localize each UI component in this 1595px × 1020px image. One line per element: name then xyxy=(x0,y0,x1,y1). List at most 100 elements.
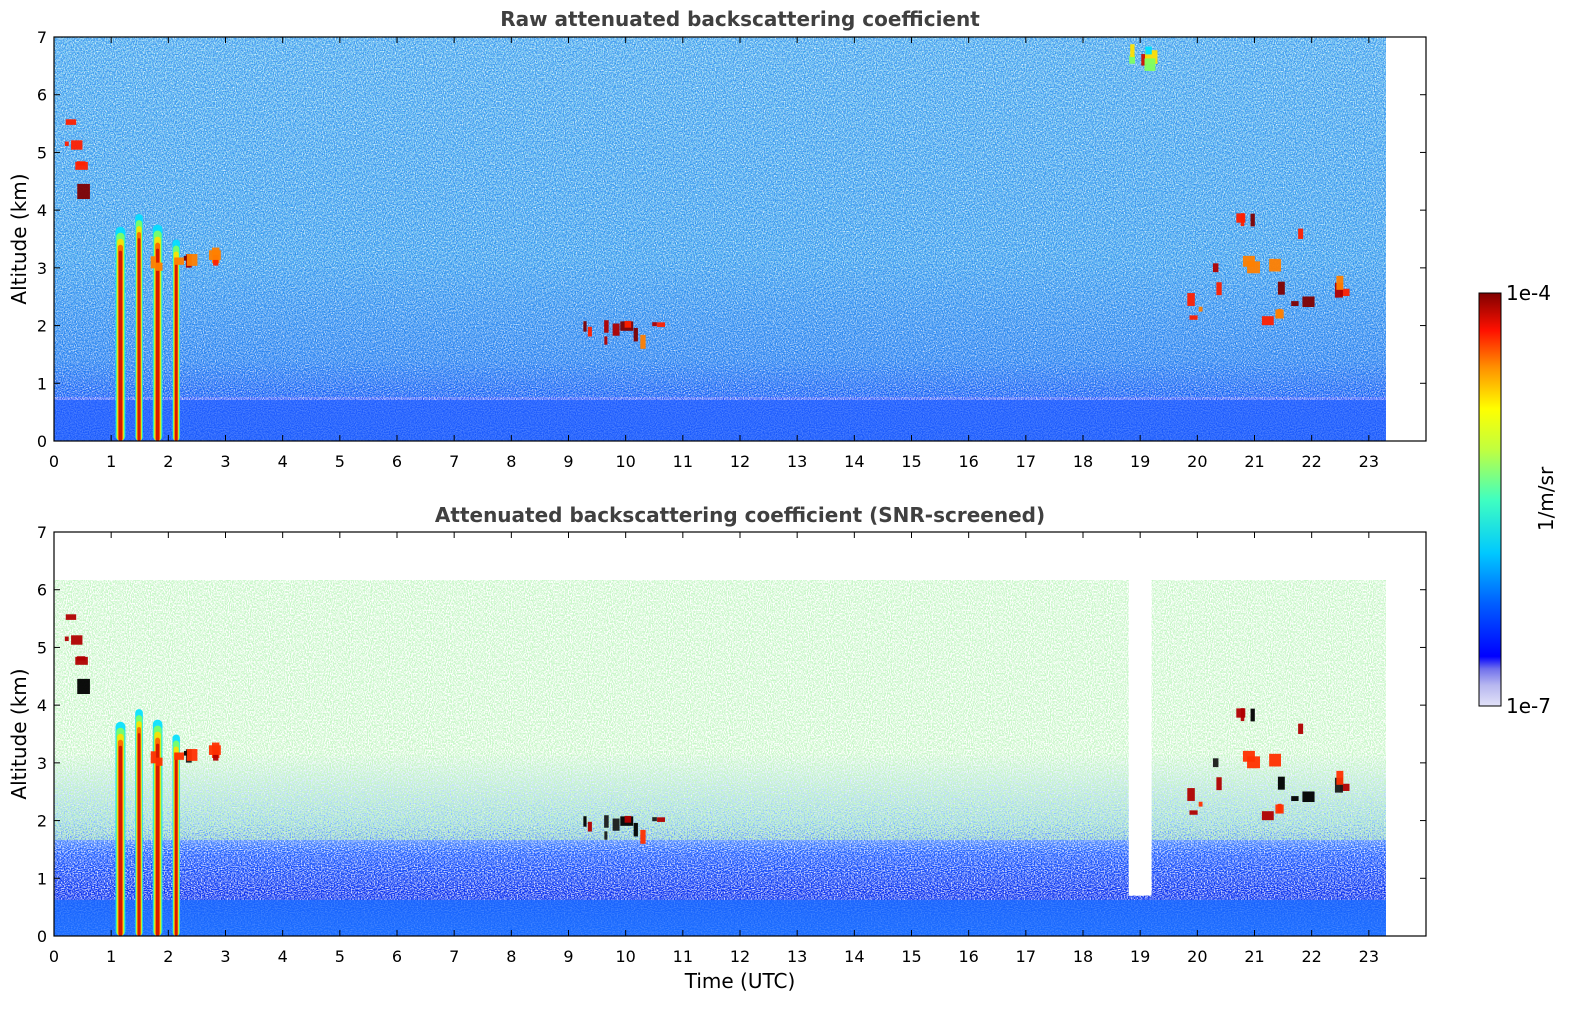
colorbar-unit-label: 1/m/sr xyxy=(1534,466,1558,531)
patch-mark xyxy=(1242,750,1255,762)
patch-mark xyxy=(1291,301,1299,307)
screened-x-tick-label: 18 xyxy=(1073,947,1093,966)
patch-mark xyxy=(1129,55,1136,64)
raw-y-tick-label: 7 xyxy=(37,28,47,47)
plume-mark xyxy=(118,250,123,441)
patch-mark xyxy=(652,322,657,327)
patch-mark xyxy=(1277,776,1285,790)
screened-x-tick-label: 6 xyxy=(392,947,402,966)
patch-mark xyxy=(1130,44,1135,57)
screened-y-label: Altitude (km) xyxy=(7,668,31,799)
patch-mark xyxy=(1189,810,1198,815)
screened-y-tick-label: 6 xyxy=(37,581,47,600)
patch-mark xyxy=(657,322,666,327)
raw-x-tick-label: 10 xyxy=(615,452,635,471)
patch-mark xyxy=(209,745,221,755)
patch-mark xyxy=(1261,811,1274,821)
patch-mark xyxy=(640,334,646,349)
patch-mark xyxy=(1212,263,1219,273)
patch-mark xyxy=(604,336,608,345)
screened-x-tick-label: 15 xyxy=(901,947,921,966)
screened-x-tick-label: 22 xyxy=(1301,947,1321,966)
patch-mark xyxy=(587,326,592,337)
patch-mark xyxy=(183,751,189,756)
patch-mark xyxy=(1240,708,1245,722)
screened-x-tick-label: 4 xyxy=(278,947,288,966)
screened-feature-aerosol-cloud-columns xyxy=(115,709,180,936)
patch-mark xyxy=(604,815,609,828)
patch-mark xyxy=(1216,282,1222,296)
screened-x-tick-label: 10 xyxy=(615,947,635,966)
screened-x-tick-label: 5 xyxy=(335,947,345,966)
patch-mark xyxy=(1261,316,1274,326)
screened-x-tick-label: 21 xyxy=(1244,947,1264,966)
screened-x-tick-label: 9 xyxy=(563,947,573,966)
screened-x-ticks: 0 1 2 3 4 5 6 7 8 9 10 11 12 13 14 15 16 17 18 19 20 21 22 23 xyxy=(49,532,1379,966)
raw-no-data-region xyxy=(1385,37,1426,441)
screened-x-tick-label: 1 xyxy=(106,947,116,966)
patch-mark xyxy=(183,256,189,261)
patch-mark xyxy=(1198,306,1203,312)
patch-mark xyxy=(604,831,608,840)
patch-mark xyxy=(1247,261,1260,274)
patch-mark xyxy=(1187,788,1195,801)
screened-x-tick-label: 23 xyxy=(1359,947,1379,966)
patch-mark xyxy=(1269,753,1281,767)
raw-x-tick-label: 23 xyxy=(1359,452,1379,471)
patch-mark xyxy=(150,751,157,764)
screened-x-tick-label: 20 xyxy=(1187,947,1207,966)
screened-heatmap xyxy=(54,532,1426,936)
patch-mark xyxy=(209,250,221,260)
raw-heatmap xyxy=(54,37,1426,441)
patch-mark xyxy=(1212,758,1219,768)
raw-x-tick-label: 13 xyxy=(787,452,807,471)
patch-mark xyxy=(1277,308,1282,318)
screened-panel-title: Attenuated backscattering coefficient (S… xyxy=(435,503,1045,527)
screened-no-data-region xyxy=(1385,532,1426,936)
patch-mark xyxy=(1340,783,1350,791)
patch-mark xyxy=(65,614,77,620)
plume-mark xyxy=(156,743,160,936)
screened-x-tick-label: 14 xyxy=(844,947,864,966)
patch-mark xyxy=(1141,54,1147,66)
raw-feature-cloud-patches xyxy=(1187,213,1350,326)
patch-mark xyxy=(156,262,163,271)
colorbar-gradient xyxy=(1478,292,1502,707)
screened-panel: Attenuated backscattering coefficient (S… xyxy=(7,503,1427,993)
plume-mark xyxy=(137,238,141,441)
raw-x-tick-label: 9 xyxy=(563,452,573,471)
patch-mark xyxy=(76,656,86,661)
raw-x-tick-label: 17 xyxy=(1016,452,1036,471)
screened-feature-screened-gap xyxy=(1128,532,1152,896)
patch-mark xyxy=(587,821,592,832)
screened-feature-cloud-layer xyxy=(150,742,221,766)
screened-y-tick-label: 5 xyxy=(37,638,47,657)
raw-feature-elevated-layer xyxy=(64,119,90,200)
raw-y-label: Altitude (km) xyxy=(7,173,31,304)
raw-y-tick-label: 4 xyxy=(37,201,47,220)
raw-x-tick-label: 2 xyxy=(163,452,173,471)
plume-mark xyxy=(118,745,123,936)
screened-y-ticks: 0 1 2 3 4 5 6 7 xyxy=(37,523,1426,946)
raw-x-tick-label: 16 xyxy=(958,452,978,471)
patch-mark xyxy=(612,323,620,336)
patch-mark xyxy=(1242,255,1255,267)
colorbar-max-label: 1e-4 xyxy=(1506,281,1551,305)
patch-mark xyxy=(1144,58,1156,71)
patch-mark xyxy=(77,678,90,695)
patch-mark xyxy=(77,183,90,200)
patch-mark xyxy=(75,656,88,665)
patch-mark xyxy=(71,635,83,645)
screened-x-tick-label: 3 xyxy=(220,947,230,966)
screened-x-tick-label: 13 xyxy=(787,947,807,966)
screened-x-tick-label: 0 xyxy=(49,947,59,966)
patch-mark xyxy=(624,815,632,823)
patch-mark xyxy=(583,816,587,827)
patch-mark xyxy=(64,141,69,147)
screened-x-tick-label: 7 xyxy=(449,947,459,966)
patch-mark xyxy=(1250,708,1255,722)
patch-mark xyxy=(633,822,638,837)
patch-mark xyxy=(1277,281,1285,295)
patch-mark xyxy=(1298,228,1304,239)
